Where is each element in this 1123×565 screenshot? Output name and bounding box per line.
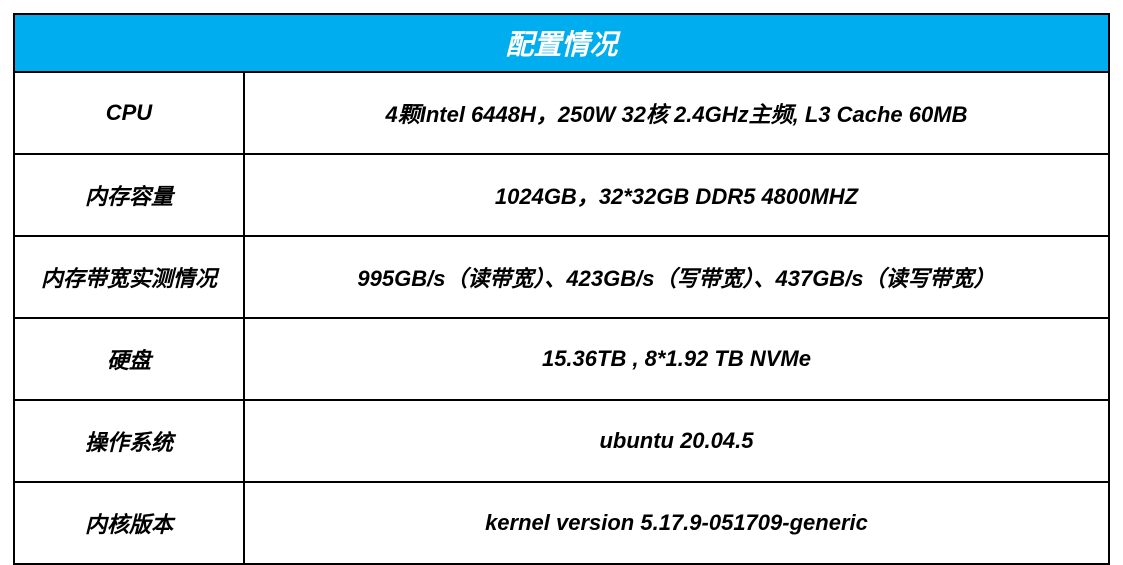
table-row: 内存带宽实测情况 995GB/s（读带宽）、423GB/s（写带宽）、437GB…	[14, 236, 1109, 318]
row-label-memory: 内存容量	[14, 154, 244, 236]
table-row: 内存容量 1024GB，32*32GB DDR5 4800MHZ	[14, 154, 1109, 236]
row-value-bandwidth: 995GB/s（读带宽）、423GB/s（写带宽）、437GB/s（读写带宽）	[244, 236, 1109, 318]
row-value-cpu: 4颗Intel 6448H，250W 32核 2.4GHz主频, L3 Cach…	[244, 72, 1109, 154]
row-label-disk: 硬盘	[14, 318, 244, 400]
row-value-kernel: kernel version 5.17.9-051709-generic	[244, 482, 1109, 564]
row-label-cpu: CPU	[14, 72, 244, 154]
table-row: 内核版本 kernel version 5.17.9-051709-generi…	[14, 482, 1109, 564]
row-value-os: ubuntu 20.04.5	[244, 400, 1109, 482]
row-label-bandwidth: 内存带宽实测情况	[14, 236, 244, 318]
table-title: 配置情况	[14, 14, 1109, 72]
row-value-memory: 1024GB，32*32GB DDR5 4800MHZ	[244, 154, 1109, 236]
row-label-kernel: 内核版本	[14, 482, 244, 564]
row-value-disk: 15.36TB , 8*1.92 TB NVMe	[244, 318, 1109, 400]
table-row: 硬盘 15.36TB , 8*1.92 TB NVMe	[14, 318, 1109, 400]
table-row: CPU 4颗Intel 6448H，250W 32核 2.4GHz主频, L3 …	[14, 72, 1109, 154]
config-table: 配置情况 CPU 4颗Intel 6448H，250W 32核 2.4GHz主频…	[13, 13, 1110, 565]
table-row: 操作系统 ubuntu 20.04.5	[14, 400, 1109, 482]
row-label-os: 操作系统	[14, 400, 244, 482]
table-header-row: 配置情况	[14, 14, 1109, 72]
